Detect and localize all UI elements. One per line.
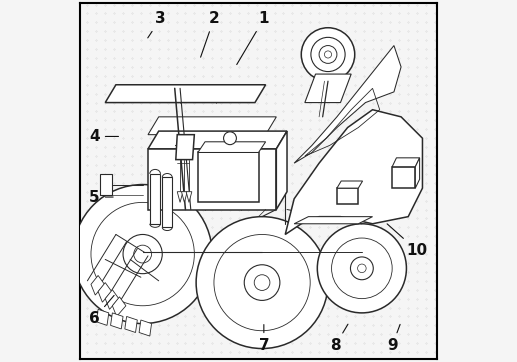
Polygon shape: [276, 131, 287, 210]
Polygon shape: [392, 167, 415, 188]
Polygon shape: [285, 110, 422, 235]
Polygon shape: [305, 74, 351, 102]
Text: 9: 9: [387, 324, 400, 353]
Text: 3: 3: [148, 11, 166, 38]
Circle shape: [254, 275, 270, 290]
Polygon shape: [392, 158, 420, 167]
Polygon shape: [294, 216, 373, 224]
Polygon shape: [198, 152, 258, 202]
Polygon shape: [96, 309, 109, 325]
Polygon shape: [105, 290, 119, 309]
Polygon shape: [337, 188, 358, 204]
Polygon shape: [125, 316, 138, 332]
Polygon shape: [148, 131, 287, 149]
Polygon shape: [111, 313, 123, 329]
Circle shape: [325, 51, 331, 58]
Polygon shape: [139, 320, 151, 336]
Text: 1: 1: [237, 11, 269, 64]
Text: 2: 2: [201, 11, 219, 57]
Circle shape: [223, 132, 236, 145]
Polygon shape: [198, 142, 266, 152]
Polygon shape: [150, 174, 160, 224]
Circle shape: [73, 185, 212, 324]
Polygon shape: [148, 117, 276, 135]
Polygon shape: [177, 192, 183, 202]
Polygon shape: [112, 297, 126, 316]
Circle shape: [301, 28, 355, 81]
Circle shape: [358, 264, 366, 273]
Text: 4: 4: [89, 129, 118, 144]
Polygon shape: [162, 177, 172, 227]
Circle shape: [134, 245, 151, 263]
Polygon shape: [100, 174, 112, 195]
Polygon shape: [148, 149, 276, 210]
Text: 7: 7: [258, 325, 269, 353]
Polygon shape: [105, 85, 266, 102]
Polygon shape: [98, 283, 112, 302]
Text: 10: 10: [387, 224, 428, 258]
Polygon shape: [415, 158, 420, 188]
Polygon shape: [186, 192, 192, 202]
Text: 6: 6: [89, 295, 114, 326]
Polygon shape: [91, 275, 104, 295]
Polygon shape: [294, 46, 401, 163]
Circle shape: [317, 224, 406, 313]
Polygon shape: [181, 192, 187, 202]
Circle shape: [196, 216, 328, 349]
Polygon shape: [176, 135, 194, 160]
Text: 8: 8: [330, 324, 348, 353]
Polygon shape: [337, 181, 362, 188]
Text: 5: 5: [89, 190, 113, 205]
